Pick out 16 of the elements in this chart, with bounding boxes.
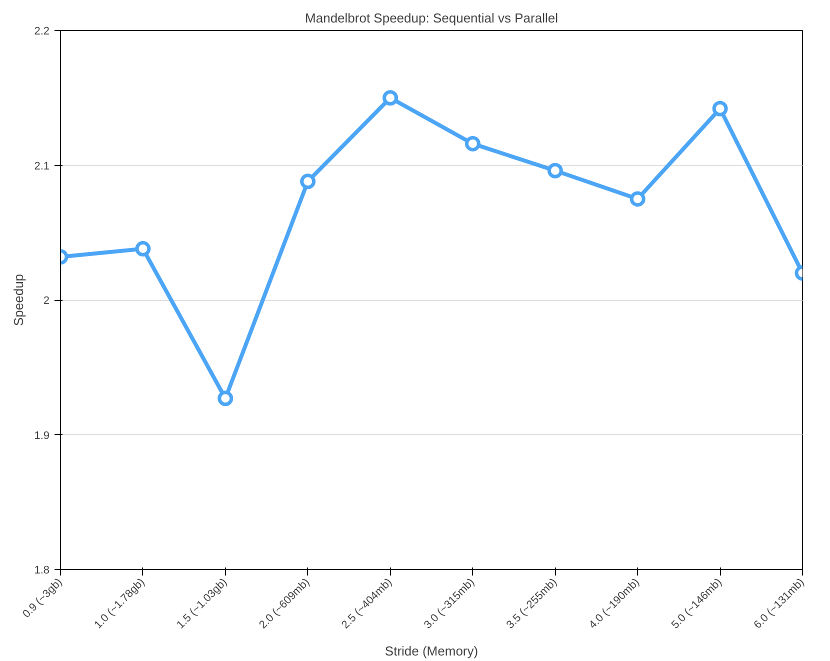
y-axis-title: Speedup (11, 274, 26, 326)
point (218, 390, 234, 406)
point (382, 90, 398, 106)
y-tick-label: 1.8 (34, 564, 50, 576)
y-tick-label: 1.9 (34, 430, 50, 442)
point (547, 162, 563, 178)
point (135, 241, 151, 257)
y-tick-label: 2.2 (34, 26, 50, 38)
point (630, 191, 646, 207)
point (712, 100, 728, 116)
y-tick-label: 2 (43, 295, 50, 307)
point (300, 174, 316, 190)
point (464, 136, 480, 152)
y-tick-label: 2.1 (34, 160, 50, 172)
chart-title: Mandelbrot Speedup: Sequential vs Parallel (305, 10, 558, 26)
x-axis-title: Stride (Memory) (384, 643, 478, 658)
